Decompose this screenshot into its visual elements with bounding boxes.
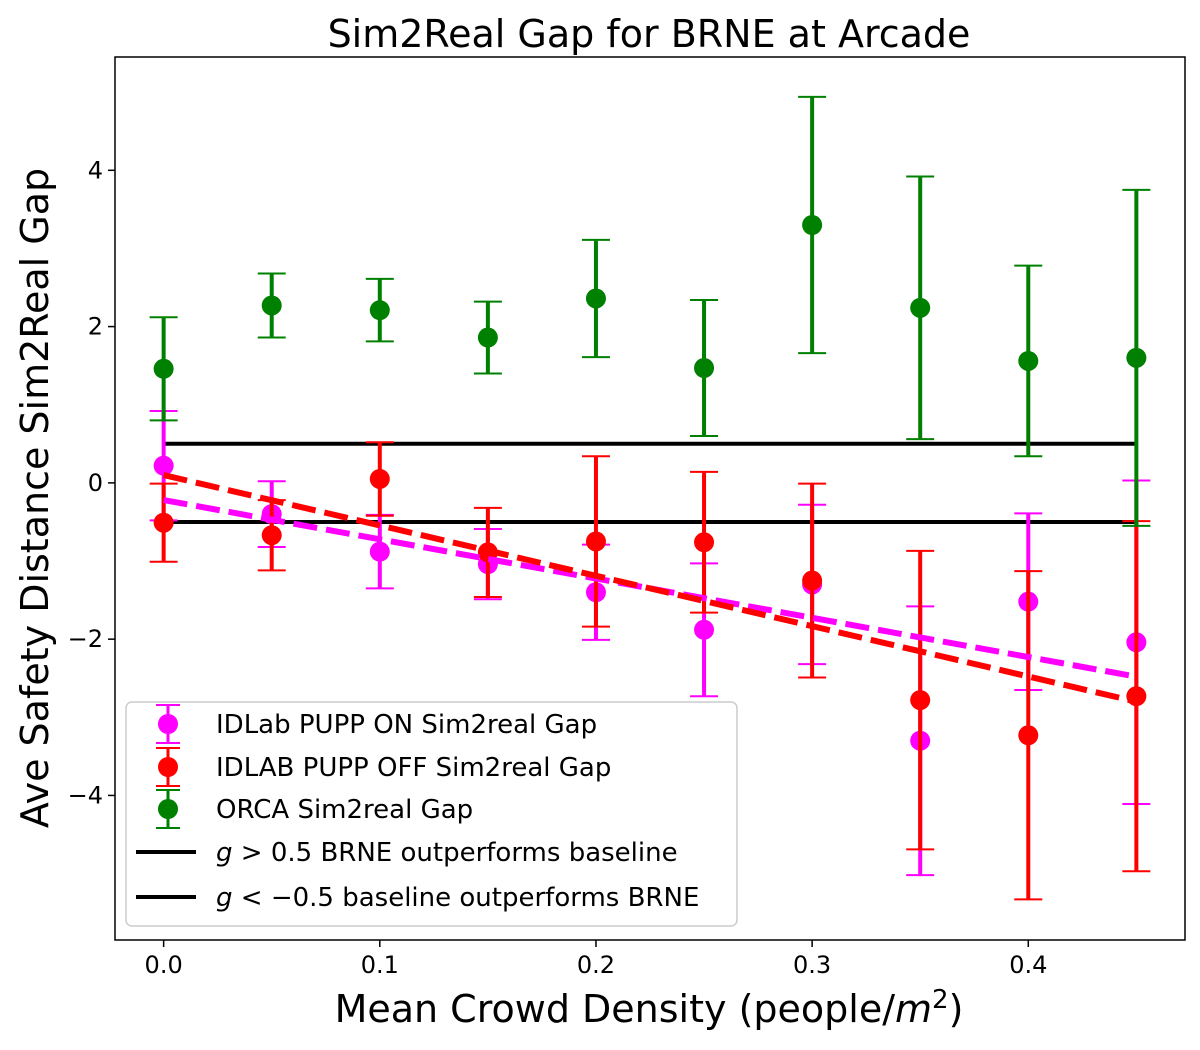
legend-ref-text-1: < −0.5 baseline outperforms BRNE [233, 883, 700, 913]
series-2 [149, 95, 1151, 527]
y-axis: −4 −2 0 2 4 [68, 156, 115, 809]
legend-ref-symbol-0: g [216, 838, 233, 868]
data-point-2-7 [910, 297, 931, 318]
data-point-2-2 [369, 300, 390, 321]
legend-label-1: IDLAB PUPP OFF Sim2real Gap [216, 753, 611, 783]
data-point-2-5 [694, 358, 715, 379]
legend-label-2: ORCA Sim2real Gap [216, 795, 473, 825]
data-point-0-0 [153, 455, 174, 476]
legend-frame [125, 701, 738, 927]
x-axis-label-text: Mean Crowd Density (people/ [335, 987, 896, 1031]
x-tick-label-2: 0.2 [577, 951, 615, 979]
data-point-2-3 [477, 327, 498, 348]
data-point-1-1 [261, 525, 282, 546]
data-point-2-6 [802, 215, 823, 236]
x-tick-label-3: 0.3 [793, 951, 831, 979]
plot-frame [114, 56, 1186, 941]
legend-label-0: IDLab PUPP ON Sim2real Gap [216, 710, 597, 740]
y-axis-label: Ave Safety Distance Sim2Real Gap [13, 168, 57, 828]
legend-ref-text-0: > 0.5 BRNE outperforms baseline [233, 838, 678, 868]
legend-marker-2 [158, 799, 178, 819]
data-point-1-7 [910, 690, 931, 711]
data-point-0-2 [369, 541, 390, 562]
x-tick-label-4: 0.4 [1009, 951, 1047, 979]
x-tick-label-0: 0.0 [145, 951, 183, 979]
legend-marker-1 [158, 757, 178, 777]
x-axis-label-exponent: 2 [932, 985, 949, 1015]
chart-title: Sim2Real Gap for BRNE at Arcade [328, 12, 971, 56]
plot-content [149, 95, 1151, 901]
y-tick-label-2: 0 [88, 469, 103, 497]
data-point-2-4 [585, 288, 606, 309]
y-tick-label-1: −2 [68, 625, 103, 653]
y-tick-label-0: −4 [68, 781, 103, 809]
y-tick-label-4: 4 [88, 156, 103, 184]
data-point-1-9 [1126, 686, 1147, 707]
legend-ref-label-1: g < −0.5 baseline outperforms BRNE [216, 883, 699, 913]
data-point-1-5 [694, 532, 715, 553]
plot-area [149, 95, 1151, 901]
data-point-2-9 [1126, 347, 1147, 368]
legend-ref-symbol-1: g [216, 883, 233, 913]
data-point-1-8 [1018, 725, 1039, 746]
legend-marker-0 [158, 714, 178, 734]
data-point-1-4 [585, 531, 606, 552]
x-axis-label-close: ) [949, 987, 964, 1031]
legend: IDLab PUPP ON Sim2real Gap IDLAB PUPP OFF… [125, 701, 738, 927]
x-axis-label: Mean Crowd Density (people/m2) [335, 985, 964, 1031]
data-point-1-2 [369, 468, 390, 489]
data-point-1-0 [153, 512, 174, 533]
x-axis: 0.0 0.1 0.2 0.3 0.4 [145, 940, 1047, 979]
data-point-2-1 [261, 295, 282, 316]
legend-ref-label-0: g > 0.5 BRNE outperforms baseline [216, 838, 678, 868]
data-point-2-8 [1018, 350, 1039, 371]
data-point-2-0 [153, 358, 174, 379]
data-point-1-6 [802, 570, 823, 591]
data-point-0-5 [694, 619, 715, 640]
trend-line-1 [162, 472, 1138, 705]
y-tick-label-3: 2 [88, 313, 103, 341]
x-axis-label-unit: m [895, 987, 932, 1031]
x-tick-label-1: 0.1 [361, 951, 399, 979]
